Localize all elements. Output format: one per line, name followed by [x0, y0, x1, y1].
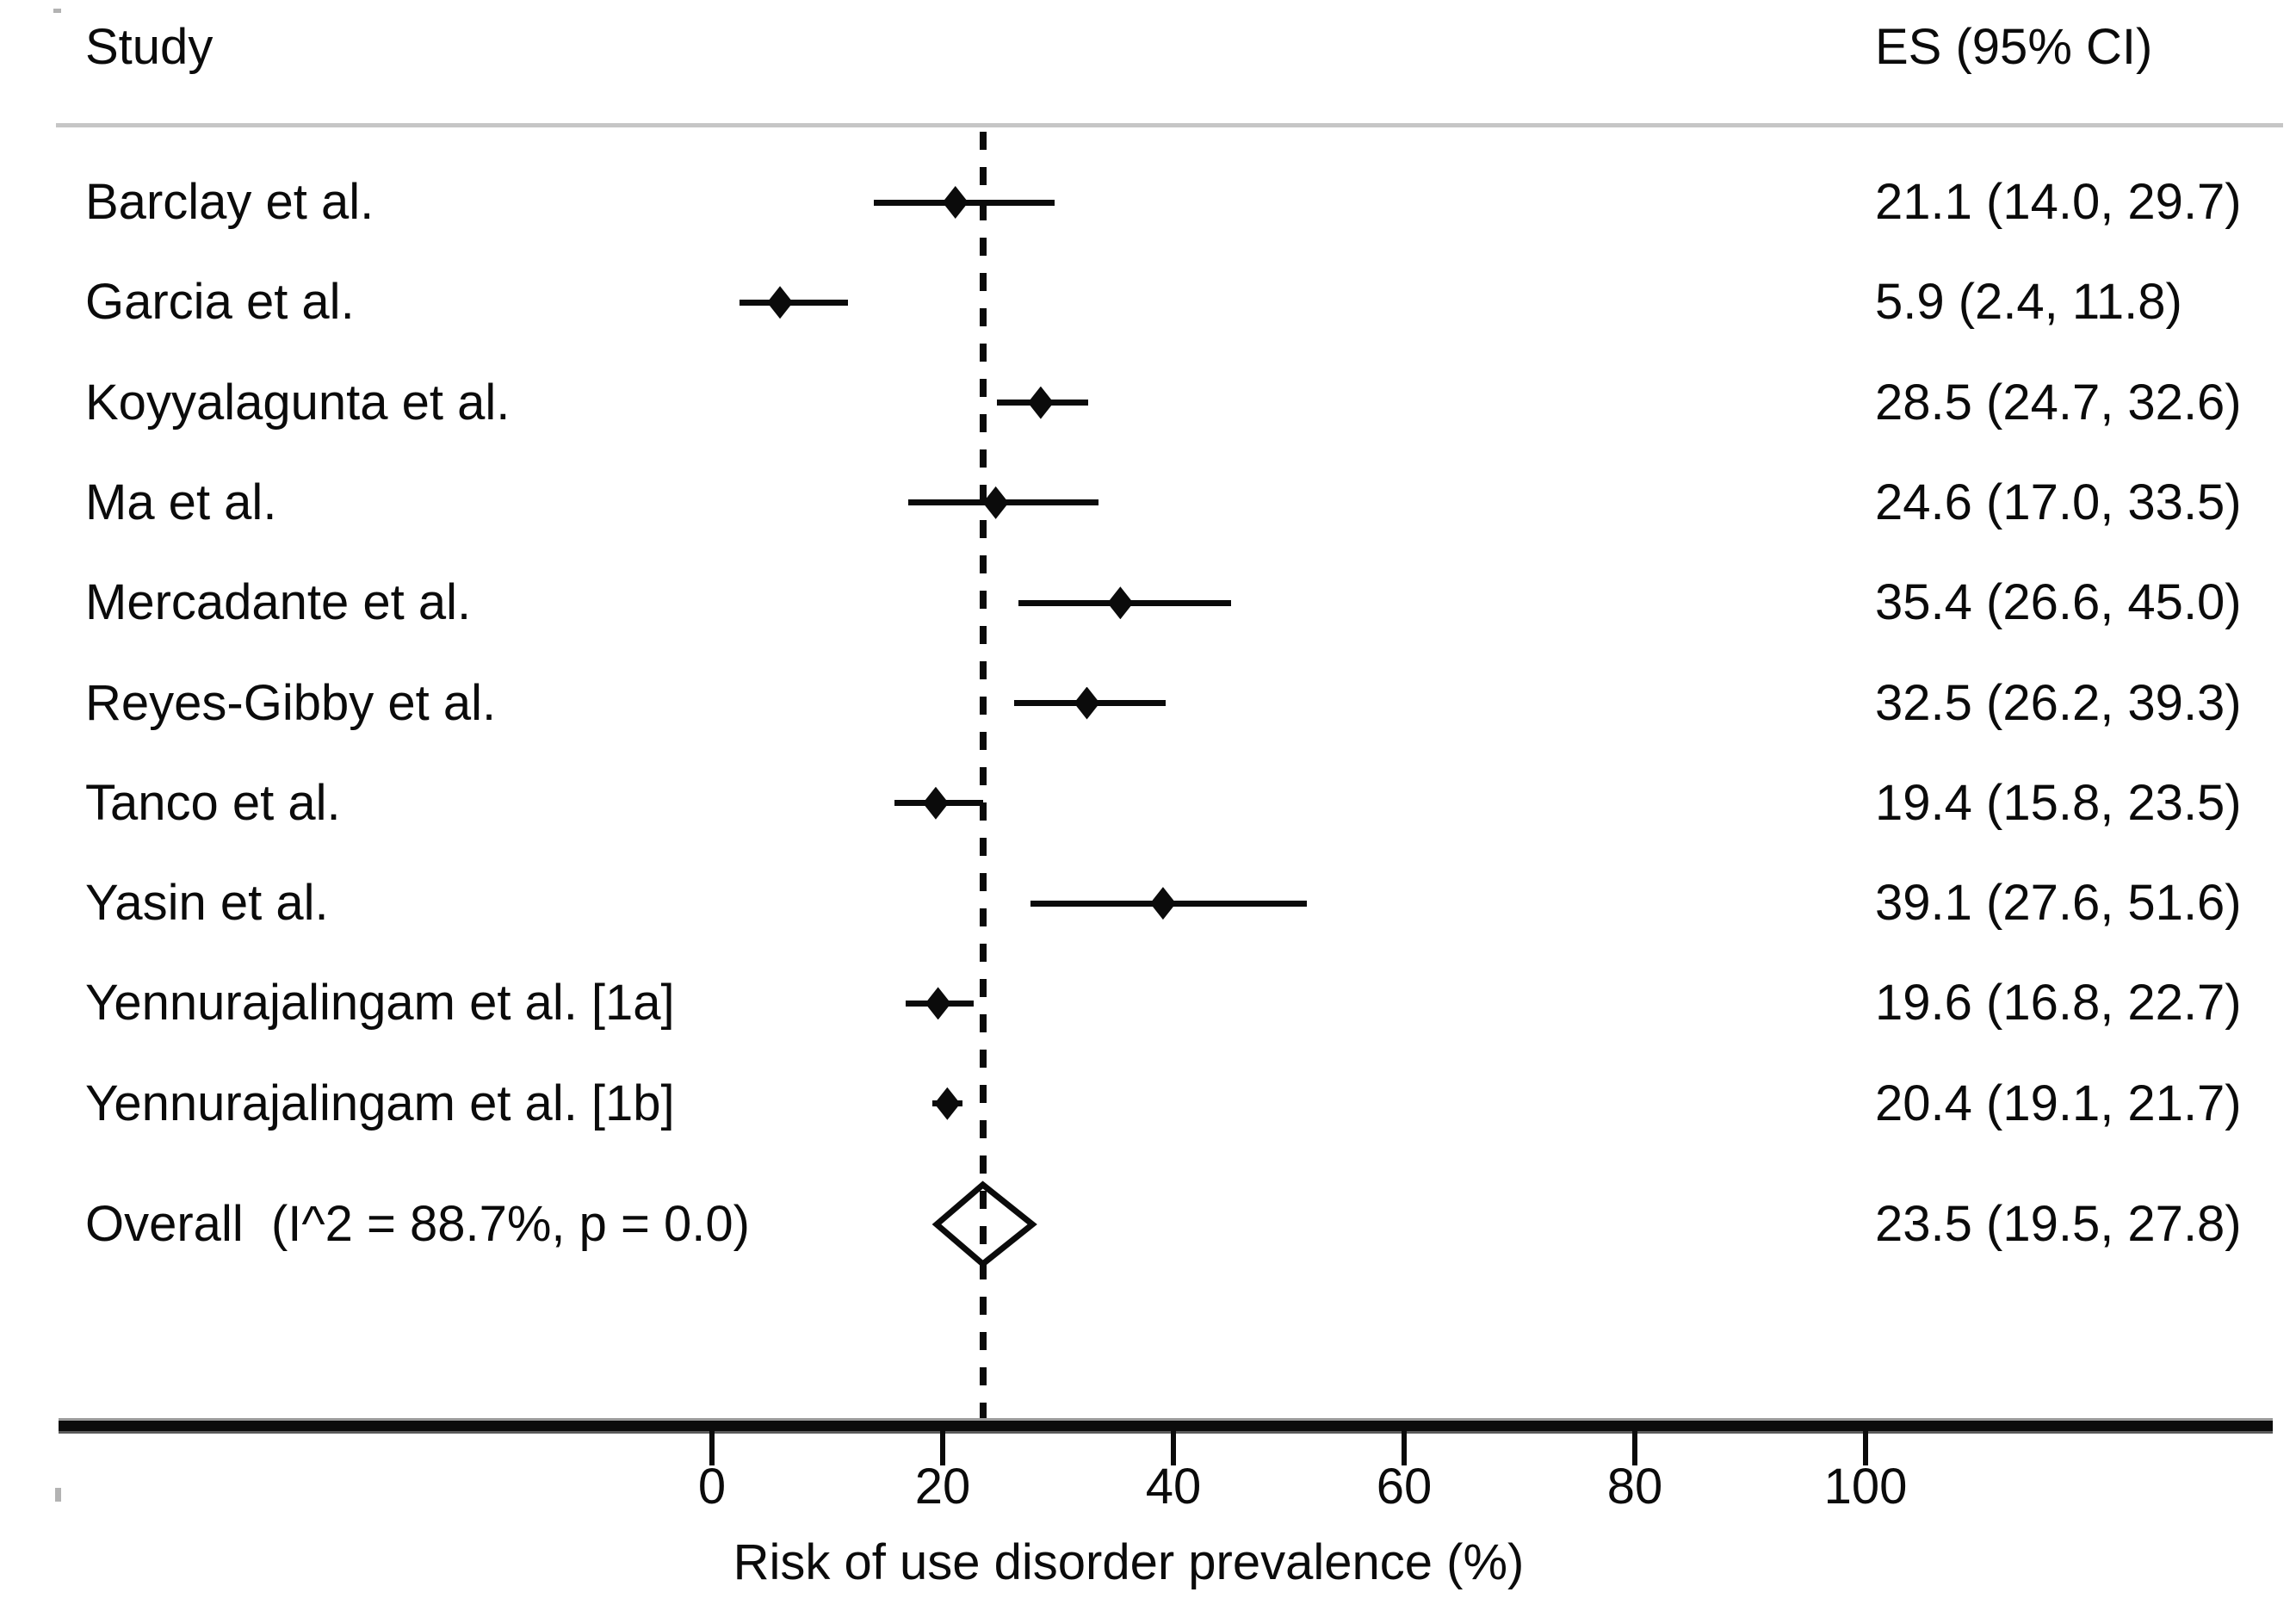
es-column-header: ES (95% CI): [1875, 19, 2153, 75]
x-axis-tick-mark: [940, 1431, 945, 1465]
scan-artifact-mark: [53, 9, 61, 13]
overall-diamond-marker: [931, 1180, 1038, 1268]
x-axis-tick-label: 20: [914, 1459, 971, 1515]
point-estimate-marker: [1027, 386, 1054, 419]
es-value: 32.5 (26.2, 39.3): [1875, 674, 2242, 731]
study-label: Yasin et al.: [85, 875, 329, 932]
study-label: Reyes-Gibby et al.: [85, 674, 497, 731]
scan-artifact-mark: [55, 1488, 61, 1502]
x-axis-tick-mark: [1863, 1431, 1868, 1465]
x-axis-tick-label: 40: [1145, 1459, 1202, 1515]
point-estimate-marker: [922, 786, 949, 820]
x-axis-title: Risk of use disorder prevalence (%): [733, 1534, 1525, 1590]
x-axis-tick-mark: [1171, 1431, 1176, 1465]
study-column-header: Study: [85, 19, 214, 75]
study-label: Mercadante et al.: [85, 574, 472, 631]
point-estimate-marker: [1149, 887, 1176, 920]
overall-reference-dashed-line: [979, 132, 987, 1421]
es-value: 20.4 (19.1, 21.7): [1875, 1075, 2242, 1131]
study-label: Yennurajalingam et al. [1b]: [85, 1075, 675, 1131]
study-label: Garcia et al.: [85, 274, 355, 331]
x-axis-tick-mark: [709, 1431, 715, 1465]
study-label: Yennurajalingam et al. [1a]: [85, 975, 675, 1032]
confidence-interval-line: [740, 299, 849, 306]
x-axis-tick-label: 80: [1606, 1459, 1663, 1515]
es-value: 19.4 (15.8, 23.5): [1875, 774, 2242, 831]
es-value: 21.1 (14.0, 29.7): [1875, 174, 2242, 230]
point-estimate-marker: [1074, 686, 1100, 720]
overall-diamond-outline: [931, 1180, 1038, 1268]
x-axis-line: [59, 1421, 2273, 1431]
x-axis-tick-mark: [1632, 1431, 1637, 1465]
es-value: 28.5 (24.7, 32.6): [1875, 374, 2242, 431]
point-estimate-marker: [982, 486, 1009, 519]
study-label: Koyyalagunta et al.: [85, 374, 511, 431]
point-estimate-marker: [1107, 586, 1134, 620]
x-axis-tick-label: 60: [1376, 1459, 1433, 1515]
point-estimate-marker: [767, 286, 794, 319]
study-label: Barclay et al.: [85, 174, 374, 230]
study-label: Ma et al.: [85, 474, 277, 530]
x-axis-tick-label: 0: [697, 1459, 727, 1515]
study-label: Tanco et al.: [85, 774, 341, 831]
x-axis-tick-label: 100: [1823, 1459, 1908, 1515]
es-value: 19.6 (16.8, 22.7): [1875, 975, 2242, 1032]
point-estimate-marker: [925, 987, 951, 1020]
point-estimate-marker: [942, 186, 969, 219]
overall-es-value: 23.5 (19.5, 27.8): [1875, 1196, 2242, 1252]
es-value: 35.4 (26.6, 45.0): [1875, 574, 2242, 631]
overall-row-label: Overall (I^2 = 88.7%, p = 0.0): [85, 1196, 750, 1252]
x-axis-tick-mark: [1402, 1431, 1407, 1465]
es-value: 24.6 (17.0, 33.5): [1875, 474, 2242, 530]
es-value: 5.9 (2.4, 11.8): [1875, 274, 2182, 331]
point-estimate-marker: [934, 1087, 961, 1120]
header-separator-line: [56, 123, 2283, 127]
es-value: 39.1 (27.6, 51.6): [1875, 875, 2242, 932]
